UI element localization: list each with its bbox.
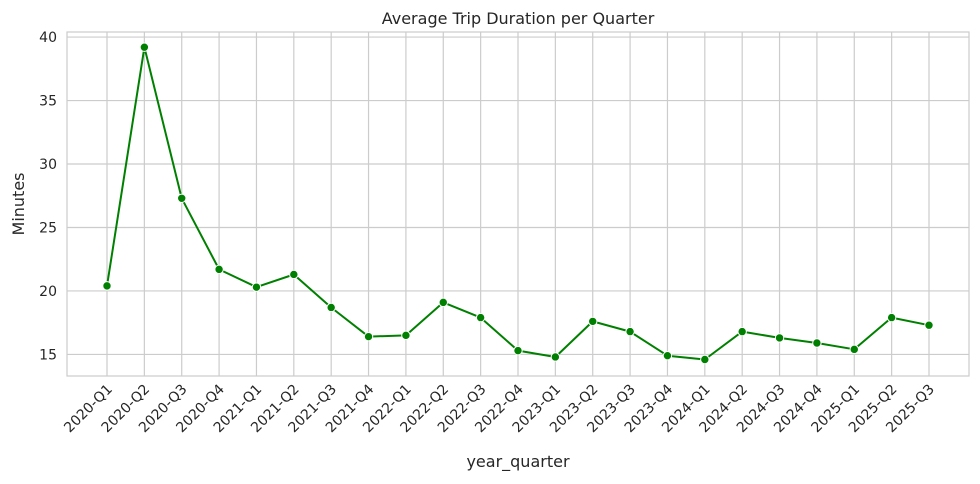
x-axis-ticks: 2020-Q12020-Q22020-Q32020-Q42021-Q12021-…: [61, 381, 938, 436]
y-tick-label: 15: [39, 347, 57, 363]
data-point: [700, 354, 710, 365]
data-point: [438, 297, 448, 308]
data-point: [363, 331, 374, 342]
data-point: [102, 281, 112, 291]
data-point: [625, 326, 635, 337]
y-tick-label: 25: [39, 220, 57, 236]
y-axis-label: Minutes: [9, 173, 28, 236]
data-point: [177, 193, 187, 203]
data-point: [326, 302, 336, 313]
y-tick-label: 40: [39, 30, 57, 46]
data-point: [588, 316, 598, 327]
data-point: [475, 312, 486, 323]
x-axis-label: year_quarter: [466, 452, 569, 472]
y-tick-label: 20: [39, 284, 57, 300]
data-point: [214, 264, 224, 275]
data-point: [737, 326, 747, 337]
y-axis-ticks: 15 20 25 30 35 40: [39, 30, 57, 363]
data-point: [401, 330, 411, 341]
plot-area: [66, 31, 970, 377]
data-point: [662, 350, 673, 361]
chart-title: Average Trip Duration per Quarter: [382, 9, 655, 28]
data-point: [774, 333, 785, 343]
y-tick-label: 35: [39, 94, 57, 110]
series: [102, 42, 934, 365]
data-point: [289, 269, 299, 280]
data-point: [849, 344, 859, 355]
y-tick-label: 30: [39, 157, 57, 173]
data-point: [513, 345, 523, 356]
grid: [67, 32, 969, 376]
data-point: [251, 282, 262, 292]
data-point: [886, 312, 897, 323]
data-point: [812, 338, 822, 348]
data-point: [924, 320, 934, 330]
data-point: [139, 42, 150, 52]
data-point: [550, 352, 561, 362]
